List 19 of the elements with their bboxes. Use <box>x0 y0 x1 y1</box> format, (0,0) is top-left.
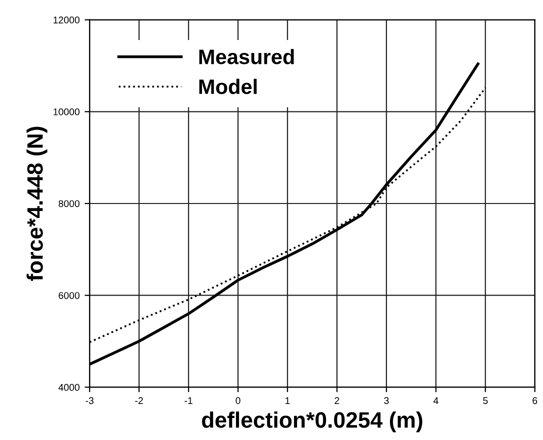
x-tick-label: 3 <box>384 397 389 404</box>
y-tick-label: 12000 <box>54 16 80 24</box>
x-tick-label: -3 <box>86 397 94 404</box>
y-tick-label: 6000 <box>58 292 80 299</box>
legend-label: Model <box>199 78 257 94</box>
x-tick-label: 0 <box>236 397 240 404</box>
x-axis-title: deflection*0.0254 (m) <box>202 412 422 432</box>
y-tick-label: 4000 <box>58 384 80 391</box>
x-tick-label: 2 <box>334 397 340 404</box>
x-tick-label: 5 <box>483 397 488 404</box>
x-tick-label: 1 <box>286 397 290 404</box>
y-tick-label: 8000 <box>58 200 80 208</box>
x-tick-label: -2 <box>135 397 143 404</box>
legend-label: Measured <box>199 48 294 64</box>
x-tick-label: 6 <box>532 397 538 404</box>
y-axis-title: force*4.448 (N) <box>26 126 48 281</box>
x-tick-label: -1 <box>184 397 192 404</box>
x-tick-label: 4 <box>433 397 438 404</box>
y-tick-label: 10000 <box>54 108 80 116</box>
